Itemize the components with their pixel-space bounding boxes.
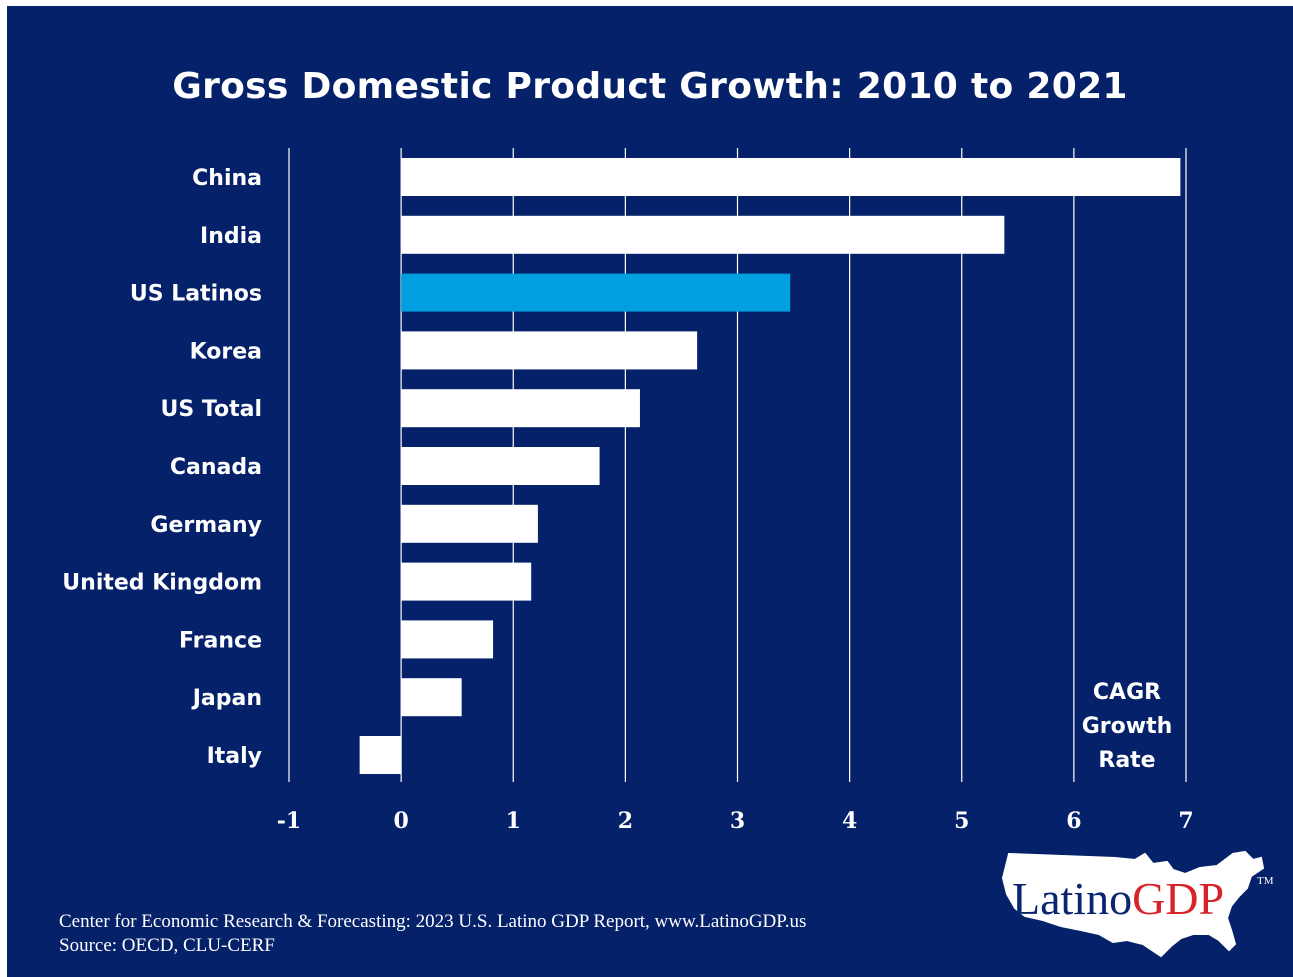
annotation-line-2: Growth (1081, 714, 1173, 739)
bar-india (401, 215, 1005, 254)
x-tick-label: 4 (842, 808, 857, 834)
x-tick-label: -1 (277, 808, 301, 834)
logo-latino: Latino (1012, 873, 1133, 924)
x-tick-label: 1 (506, 808, 521, 834)
footer-credit: Center for Economic Research & Forecasti… (59, 911, 807, 932)
logo-gdp: GDP (1132, 873, 1225, 924)
category-label: United Kingdom (62, 571, 262, 596)
category-label: Canada (170, 455, 262, 480)
x-tick-label: 3 (730, 808, 745, 834)
x-tick-label: 6 (1066, 808, 1081, 834)
chart-title: Gross Domestic Product Growth: 2010 to 2… (172, 66, 1128, 107)
x-tick-label: 2 (618, 808, 633, 834)
category-label: US Latinos (130, 282, 262, 307)
bar-italy (359, 736, 402, 774)
bar-canada (401, 447, 600, 485)
category-labels: China India US Latinos Korea US Total Canada G… (62, 166, 262, 769)
tick-labels: -1 0 1 2 3 4 5 6 7 (277, 808, 1194, 834)
logo-trademark: TM (1257, 875, 1274, 887)
bar-china (401, 158, 1181, 196)
category-label: US Total (161, 397, 262, 422)
bar-united-kingdom (401, 562, 532, 601)
bar-us-total (401, 389, 640, 428)
category-label: Japan (191, 686, 262, 711)
x-tick-label: 0 (393, 808, 408, 834)
category-label: Italy (207, 744, 262, 769)
cagr-annotation: CAGR Growth Rate (1068, 676, 1186, 778)
category-label: Germany (150, 513, 262, 538)
bar-france (401, 620, 494, 659)
x-tick-label: 7 (1178, 808, 1193, 834)
bar-germany (401, 504, 538, 543)
annotation-line-1: CAGR (1092, 680, 1162, 705)
bar-japan (401, 678, 462, 717)
x-tick-label: 5 (954, 808, 969, 834)
category-label: Korea (190, 339, 262, 364)
bars (359, 158, 1181, 774)
footer-source: Source: OECD, CLU-CERF (59, 935, 275, 956)
logo-wordmark: LatinoGDP (1012, 872, 1224, 925)
bar-korea (401, 331, 698, 370)
annotation-line-3: Rate (1098, 748, 1156, 773)
category-label: India (200, 224, 262, 249)
us-map-logo-icon (1001, 850, 1265, 958)
bar-us-latinos (401, 273, 791, 312)
category-label: France (179, 628, 262, 653)
category-label: China (192, 166, 262, 191)
